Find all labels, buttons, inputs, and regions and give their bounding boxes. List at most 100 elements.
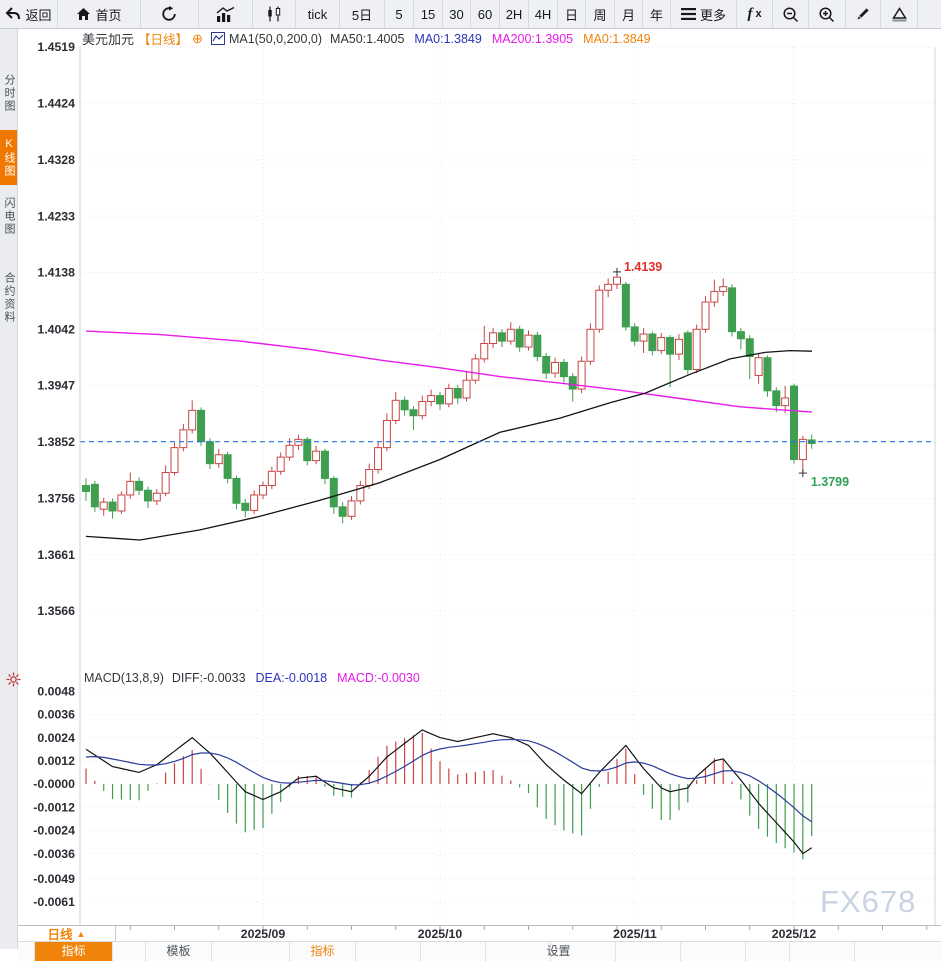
add-indicator-icon[interactable]: ⊕ <box>192 30 203 46</box>
svg-text:1.4042: 1.4042 <box>37 322 75 336</box>
svg-text:-0.0000: -0.0000 <box>33 777 75 791</box>
bottom-tab-1[interactable]: 模板 <box>166 944 191 958</box>
period-selector-label: 日线 <box>47 928 73 942</box>
svg-text:-0.0024: -0.0024 <box>33 824 75 838</box>
interval-5d-label: 5日 <box>351 7 373 23</box>
bottom-tab-0[interactable]: 指标 <box>35 942 112 961</box>
annotation-layer: 1.4139 1.3799 <box>613 260 849 489</box>
svg-text:1.4424: 1.4424 <box>37 96 75 110</box>
interval-tick[interactable]: tick <box>296 0 340 28</box>
interval-day[interactable]: 日 <box>558 0 586 28</box>
bottom-bar-separator <box>789 942 790 962</box>
sidebar-item-0[interactable]: 分时图 <box>3 73 15 113</box>
bottom-bar-separator <box>355 942 356 962</box>
svg-text:1.4233: 1.4233 <box>37 209 75 223</box>
svg-text:1.3852: 1.3852 <box>37 435 75 449</box>
sidebar: 分时图 K线图闪电图合约资料 <box>0 29 18 949</box>
symbol-name: 美元加元 <box>82 32 135 47</box>
home-button[interactable]: 首页 <box>58 0 141 28</box>
macd-value-2: MACD:-0.0030 <box>337 671 420 685</box>
period-badge: 【日线】 <box>138 33 189 47</box>
interval-2h-label: 2H <box>505 6 523 22</box>
svg-text:-0.0036: -0.0036 <box>33 847 75 861</box>
svg-text:1.3756: 1.3756 <box>37 492 75 506</box>
symbol-header: 美元加元 【日线】 ⊕ MA1(50,0,200,0) MA50:1.4005 M… <box>82 30 651 48</box>
interval-60m-label: 60 <box>477 6 493 22</box>
ma-value-3: MA0:1.3849 <box>583 31 651 46</box>
toolbar-overflow[interactable] <box>918 0 941 28</box>
date-label-0: 2025/09 <box>240 927 286 941</box>
ma-chart-icon[interactable] <box>210 32 225 45</box>
interval-30m[interactable]: 30 <box>443 0 471 28</box>
more-button-label: 更多 <box>699 7 726 23</box>
sidebar-item-3[interactable]: 合约资料 <box>3 272 15 324</box>
sidebar-item-2[interactable]: 闪电图 <box>3 197 15 236</box>
candle-chart-type-button[interactable] <box>253 0 296 28</box>
svg-text:0.0036: 0.0036 <box>37 708 75 722</box>
bar-chart-type-button[interactable] <box>199 0 253 28</box>
interval-year[interactable]: 年 <box>643 0 671 28</box>
border-layer <box>79 47 936 930</box>
interval-5d[interactable]: 5日 <box>340 0 385 28</box>
interval-month-label: 月 <box>621 7 635 23</box>
more-button[interactable]: 更多 <box>671 0 737 28</box>
interval-4h[interactable]: 4H <box>529 0 558 28</box>
interval-15m[interactable]: 15 <box>414 0 443 28</box>
axis-label-layer: 1.4519 1.4424 1.4328 1.4233 1.4138 1.4042 1.39… <box>33 40 75 909</box>
interval-year-label: 年 <box>649 7 663 23</box>
bottom-bar-separator <box>112 942 113 962</box>
interval-60m[interactable]: 60 <box>471 0 500 28</box>
shape-tool-button[interactable] <box>881 0 918 28</box>
date-label-1: 2025/10 <box>417 927 463 941</box>
bottom-tab-3[interactable]: 设置 <box>546 944 571 958</box>
date-axis: 日线 ▲ 2025/09 2025/10 2025/11 2025/12 <box>18 925 941 942</box>
zoom-out-button[interactable] <box>773 0 809 28</box>
macd-header: MACD(13,8,9) DIFF:-0.0033 DEA:-0.0018 MACD… <box>84 671 420 685</box>
svg-text:-0.0012: -0.0012 <box>33 800 75 814</box>
interval-5m[interactable]: 5 <box>385 0 414 28</box>
bottom-bar-separator <box>680 942 681 962</box>
date-label-2: 2025/11 <box>613 927 657 941</box>
interval-2h[interactable]: 2H <box>500 0 529 28</box>
ma-value-0: MA50:1.4005 <box>330 31 405 46</box>
ma-values: MA50:1.4005 MA0:1.3849 MA200:1.3905 MA0:1.3… <box>330 32 651 46</box>
macd-values: DIFF:-0.0033 DEA:-0.0018 MACD:-0.0030 <box>172 671 420 685</box>
svg-text:1.4139: 1.4139 <box>624 260 662 274</box>
interval-day-label: 日 <box>564 7 578 23</box>
bottom-bar-separator <box>745 942 746 962</box>
ma-value-1: MA0:1.3849 <box>414 31 482 46</box>
interval-5m-label: 5 <box>395 6 403 22</box>
candles-layer <box>82 271 816 524</box>
sidebar-item-1[interactable]: K线图 <box>0 130 17 185</box>
interval-week[interactable]: 周 <box>586 0 615 28</box>
svg-text:0.0048: 0.0048 <box>37 684 75 698</box>
macd-value-1: DEA:-0.0018 <box>255 671 328 685</box>
macd-histogram-layer <box>85 732 813 860</box>
bottom-tab-2[interactable]: 指标 <box>310 944 335 958</box>
period-selector[interactable]: 日线 ▲ <box>18 926 116 942</box>
bottom-bar-separator <box>854 942 855 962</box>
bottom-tab-bar: 指标 模板 指标 设置 <box>18 941 941 962</box>
svg-text:1.4519: 1.4519 <box>37 40 75 54</box>
svg-text:1.3566: 1.3566 <box>37 604 75 618</box>
interval-week-label: 周 <box>593 7 607 23</box>
svg-text:1.4138: 1.4138 <box>37 266 75 280</box>
indicator-settings-icon[interactable] <box>6 672 21 692</box>
svg-text:1.3799: 1.3799 <box>811 475 849 489</box>
ma-settings-label: MA1(50,0,200,0) <box>228 31 323 46</box>
watermark: FX678 <box>820 884 917 919</box>
draw-pencil-button[interactable] <box>846 0 881 28</box>
zoom-in-button[interactable] <box>809 0 846 28</box>
svg-text:0.0012: 0.0012 <box>37 754 75 768</box>
back-button-label: 返回 <box>25 7 52 23</box>
refresh-button[interactable] <box>141 0 199 28</box>
interval-month[interactable]: 月 <box>615 0 643 28</box>
bottom-bar-separator <box>485 942 486 962</box>
back-button[interactable]: 返回 <box>0 0 58 28</box>
interval-4h-label: 4H <box>534 6 552 22</box>
macd-lines-layer <box>85 729 813 855</box>
interval-15m-label: 15 <box>420 6 436 22</box>
